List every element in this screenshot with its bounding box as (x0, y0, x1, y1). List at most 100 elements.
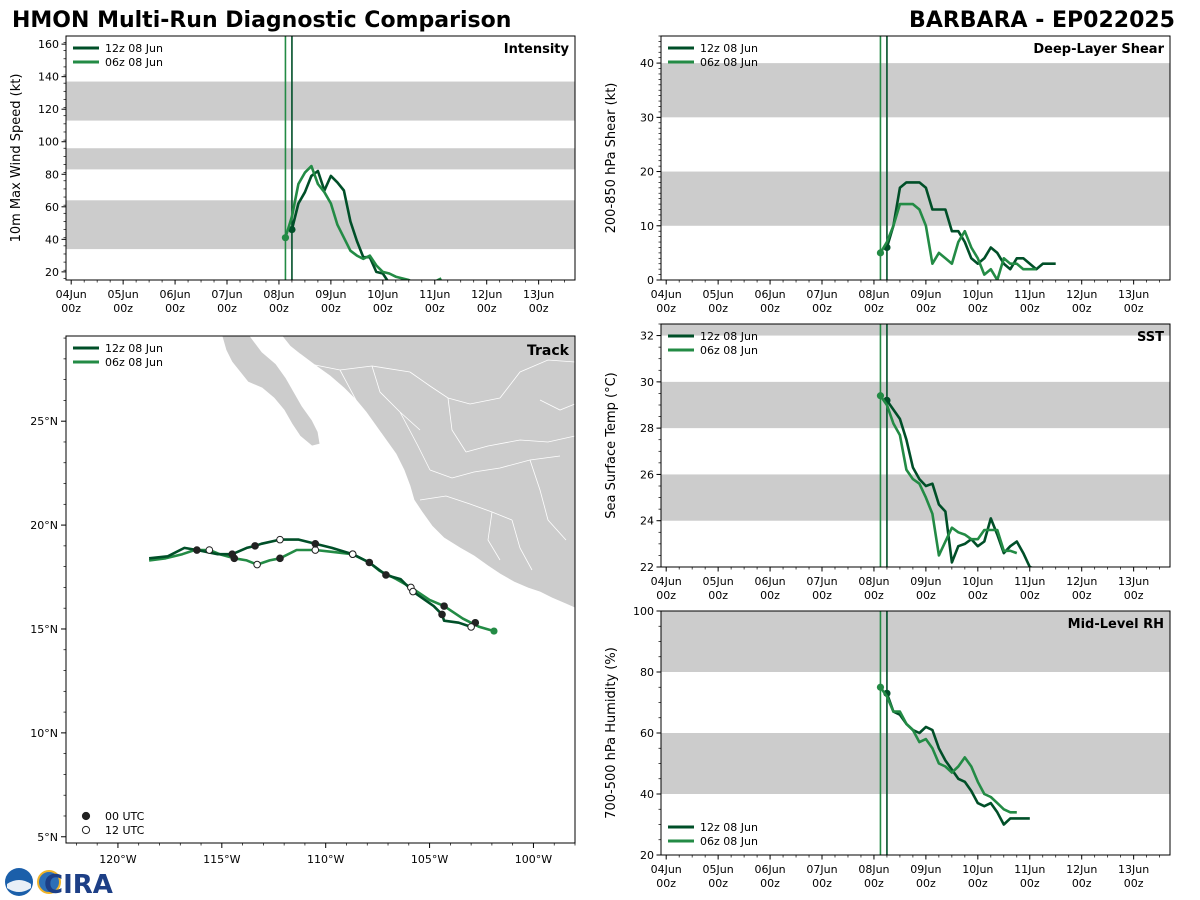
track-ytick-label: 5°N (37, 831, 58, 844)
shear-xtick-hour-label: 00z (1124, 302, 1144, 315)
track-marker-12utc (467, 623, 475, 631)
shear-ytick-label: 20 (640, 166, 654, 179)
sst-xtick-day-label: 10Jun (962, 575, 993, 588)
rh-start-point-06z (876, 683, 885, 691)
intensity-xtick-hour-label: 00z (165, 302, 185, 315)
intensity-xtick-hour-label: 00z (425, 302, 445, 315)
sst-ylabel: Sea Surface Temp (°C) (604, 372, 619, 519)
sst-plot-area (661, 324, 1170, 567)
sst-xtick-day-label: 11Jun (1014, 575, 1045, 588)
intensity-xtick-day-label: 09Jun (315, 288, 346, 301)
sst-ytick-label: 22 (640, 561, 654, 574)
rh-xtick-hour-label: 00z (812, 877, 832, 890)
sst-xtick-hour-label: 00z (1072, 589, 1092, 602)
sst-xtick-hour-label: 00z (812, 589, 832, 602)
intensity-xtick-day-label: 12Jun (471, 288, 502, 301)
intensity-xtick-day-label: 13Jun (523, 288, 554, 301)
rh-title: Mid-Level RH (1068, 617, 1164, 632)
intensity-title: Intensity (504, 42, 570, 57)
sst-xtick-hour-label: 00z (760, 589, 780, 602)
track-marker-00utc (311, 539, 320, 548)
sst-band (661, 381, 1170, 429)
track-marker-00utc (251, 542, 259, 550)
intensity-xtick-hour-label: 00z (321, 302, 341, 315)
intensity-bands (66, 81, 575, 250)
marker-legend: 00 UTC 12 UTC (81, 810, 145, 837)
track-start-point-06z (490, 627, 498, 635)
rh-xtick-day-label: 07Jun (806, 863, 837, 876)
shear-ytick-label: 30 (640, 111, 654, 124)
rh-panel: 2040608010004Jun00z05Jun00z06Jun00z07Jun… (604, 605, 1171, 890)
sst-panel: 22242628303204Jun00z05Jun00z06Jun00z07Ju… (604, 323, 1171, 602)
intensity-xtick-day-label: 05Jun (108, 288, 139, 301)
intensity-ytick-label: 20 (45, 266, 59, 279)
sst-xtick-hour-label: 00z (1020, 589, 1040, 602)
rh-ytick-label: 20 (640, 849, 654, 862)
legend-12utc-label: 12 UTC (105, 824, 145, 837)
legend-00utc-marker (81, 811, 91, 821)
intensity-legend-12z-label: 12z 08 Jun (105, 42, 163, 55)
intensity-xtick-day-label: 06Jun (159, 288, 190, 301)
track-xtick-label: 110°W (307, 853, 344, 866)
intensity-ytick-label: 160 (38, 38, 59, 51)
rh-xtick-hour-label: 00z (1072, 877, 1092, 890)
baja-california-land (221, 336, 321, 447)
shear-xtick-day-label: 04Jun (651, 288, 682, 301)
track-marker-12utc (348, 550, 357, 558)
shear-xtick-day-label: 11Jun (1014, 288, 1045, 301)
sst-xtick-hour-label: 00z (968, 589, 988, 602)
cira-logo-text: CIRA (44, 870, 113, 900)
shear-band (661, 63, 1170, 118)
intensity-xtick-hour-label: 00z (61, 302, 81, 315)
sst-xtick-hour-label: 00z (864, 589, 884, 602)
track-marker-00utc (276, 554, 284, 563)
intensity-frame (65, 35, 576, 281)
intensity-ytick-label: 140 (38, 71, 59, 84)
sst-xtick-day-label: 13Jun (1118, 575, 1149, 588)
legend-12utc-marker (81, 825, 91, 835)
rh-xtick-day-label: 04Jun (651, 863, 682, 876)
shear-xtick-day-label: 09Jun (910, 288, 941, 301)
intensity-band (66, 148, 575, 170)
rh-ytick-label: 80 (640, 666, 654, 679)
track-marker-00utc (440, 602, 448, 610)
sst-xtick-hour-label: 00z (708, 589, 728, 602)
rh-xtick-day-label: 09Jun (910, 863, 941, 876)
shear-xtick-hour-label: 00z (760, 302, 780, 315)
shear-xtick-hour-label: 00z (812, 302, 832, 315)
sst-legend-12z-label: 12z 08 Jun (700, 330, 758, 343)
shear-xtick-day-label: 05Jun (703, 288, 734, 301)
rh-xtick-hour-label: 00z (1124, 877, 1144, 890)
track-marker-00utc (365, 558, 374, 567)
shear-xtick-day-label: 13Jun (1118, 288, 1149, 301)
track-legend: 12z 08 Jun 06z 08 Jun (73, 342, 163, 369)
track-marker-12utc (276, 535, 284, 544)
mainland-mexico-land (281, 336, 575, 609)
shear-frame (660, 35, 1171, 281)
track-marker-00utc (438, 610, 446, 619)
shear-xtick-hour-label: 00z (708, 302, 728, 315)
rh-xtick-hour-label: 00z (760, 877, 780, 890)
track-ytick-label: 20°N (30, 519, 58, 532)
shear-xtick-hour-label: 00z (1072, 302, 1092, 315)
shear-series-06z (879, 202, 1037, 280)
intensity-start-point-12z (288, 225, 296, 234)
rh-xtick-day-label: 08Jun (858, 863, 889, 876)
sst-xtick-day-label: 09Jun (910, 575, 941, 588)
shear-bands (661, 63, 1170, 226)
rh-ytick-label: 100 (633, 605, 654, 618)
rh-series-06z (879, 686, 1017, 814)
intensity-series-06z (284, 164, 442, 280)
rh-xtick-day-label: 10Jun (962, 863, 993, 876)
sst-xtick-day-label: 05Jun (703, 575, 734, 588)
shear-ytick-label: 40 (640, 57, 654, 70)
cira-logo: CIRA (5, 868, 113, 900)
track-ytick-label: 25°N (30, 415, 58, 428)
track-xtick-label: 120°W (99, 853, 136, 866)
intensity-xtick-hour-label: 00z (373, 302, 393, 315)
intensity-ytick-label: 120 (38, 103, 59, 116)
shear-xtick-day-label: 12Jun (1066, 288, 1097, 301)
track-marker-00utc (193, 546, 201, 554)
track-marker-12utc (205, 546, 214, 554)
